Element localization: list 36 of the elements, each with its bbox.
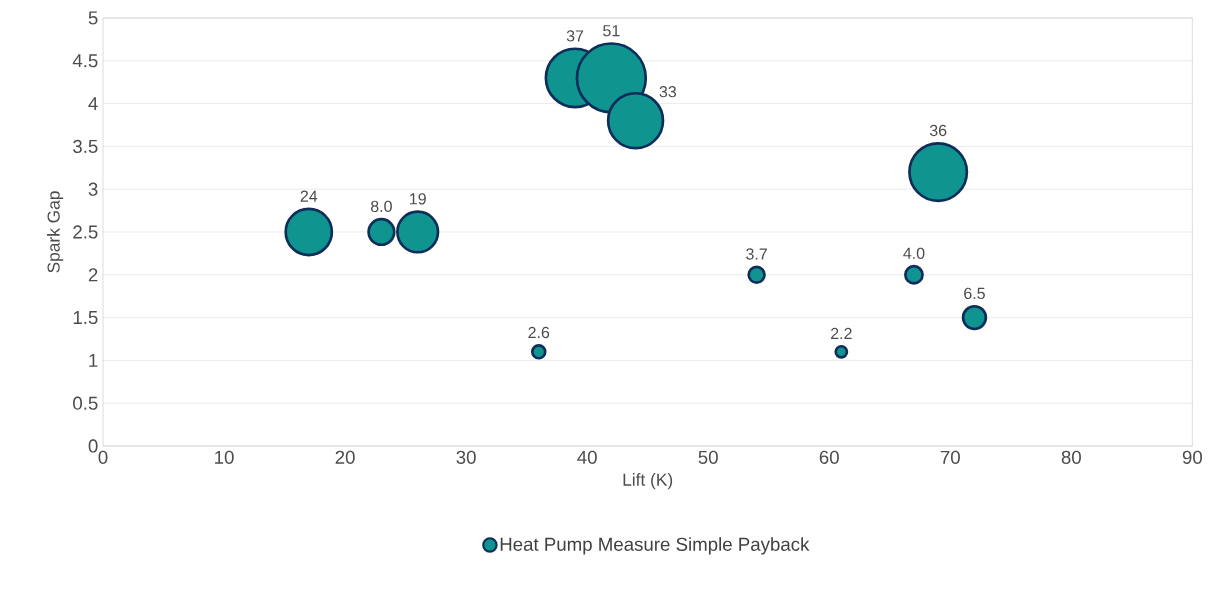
annotation: 2.2 [831,327,852,340]
x-tick-label: 0 [98,450,108,464]
x-axis-title: Lift (K) [623,473,673,490]
x-tick-label: 60 [819,450,839,464]
y-tick-label: 4 [88,97,98,111]
annotation: 2.6 [528,326,550,339]
x-tick-label: 40 [577,450,597,464]
x-tick-label: 50 [698,450,718,464]
annotation: 8.0 [370,200,392,212]
y-tick-label: 2 [88,268,98,282]
y-tick-label: 5 [88,11,98,25]
legend-label: Heat Pump Measure Simple Payback [500,537,810,555]
annotation: 4.0 [903,247,925,259]
y-tick-label: 4.5 [72,54,98,68]
annotation: 37 [566,30,584,42]
x-tick-label: 90 [1182,450,1202,464]
x-tick-label: 30 [456,450,476,464]
y-tick-label: 1 [89,353,98,367]
annotation: 51 [603,25,620,37]
annotation: 33 [659,86,677,98]
annotation: 24 [300,190,318,202]
y-tick-label: 2.5 [73,225,98,239]
y-tick-label: 3 [88,182,98,196]
y-tick-label: 0.5 [73,396,98,410]
y-tick-label: 0 [88,439,98,453]
x-tick-label: 10 [215,450,234,464]
y-axis-title: Spark Gap [47,191,64,273]
annotation: 36 [929,124,947,137]
annotation: 6.5 [964,287,985,300]
y-tick-label: 1.5 [73,311,98,325]
y-tick-label: 3.5 [73,139,98,153]
annotation: 3.7 [746,248,767,260]
x-tick-label: 20 [335,450,355,464]
annotation: 19 [410,193,426,205]
x-tick-label: 70 [940,450,960,464]
x-tick-label: 80 [1061,450,1081,464]
